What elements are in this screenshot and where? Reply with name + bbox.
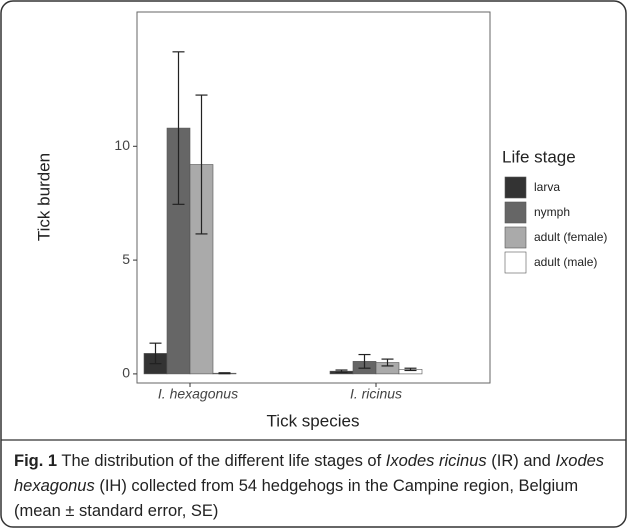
caption-label: Fig. 1 <box>14 452 58 470</box>
legend-title: Life stage <box>502 147 576 166</box>
legend-swatch <box>504 226 527 249</box>
legend-swatch <box>504 176 527 199</box>
x-axis-title: Tick species <box>267 411 360 430</box>
legend-label: nymph <box>534 205 570 219</box>
caption-species: Ixodes ricinus <box>385 452 487 470</box>
x-tick-label: I. hexagonus <box>158 386 238 402</box>
legend-swatch <box>504 201 527 224</box>
caption-species: Ixodes hexagonus <box>14 452 605 495</box>
caption-text: The distribution of the different life s… <box>57 452 386 470</box>
x-tick-label: I. ricinus <box>350 386 402 402</box>
caption-text: (IH) collected from 54 hedgehogs in the … <box>14 477 579 520</box>
legend-label: adult (female) <box>534 230 607 244</box>
caption-text: (IR) and <box>486 452 556 470</box>
legend-label: larva <box>534 180 560 194</box>
legend-label: adult (male) <box>534 255 597 269</box>
y-tick-label: 0 <box>122 365 130 381</box>
y-tick-label: 10 <box>114 137 130 153</box>
y-tick-label: 5 <box>122 251 130 267</box>
y-axis-title: Tick burden <box>34 153 53 241</box>
legend-swatch <box>504 251 527 274</box>
caption: Fig. 1 The distribution of the different… <box>14 449 614 524</box>
